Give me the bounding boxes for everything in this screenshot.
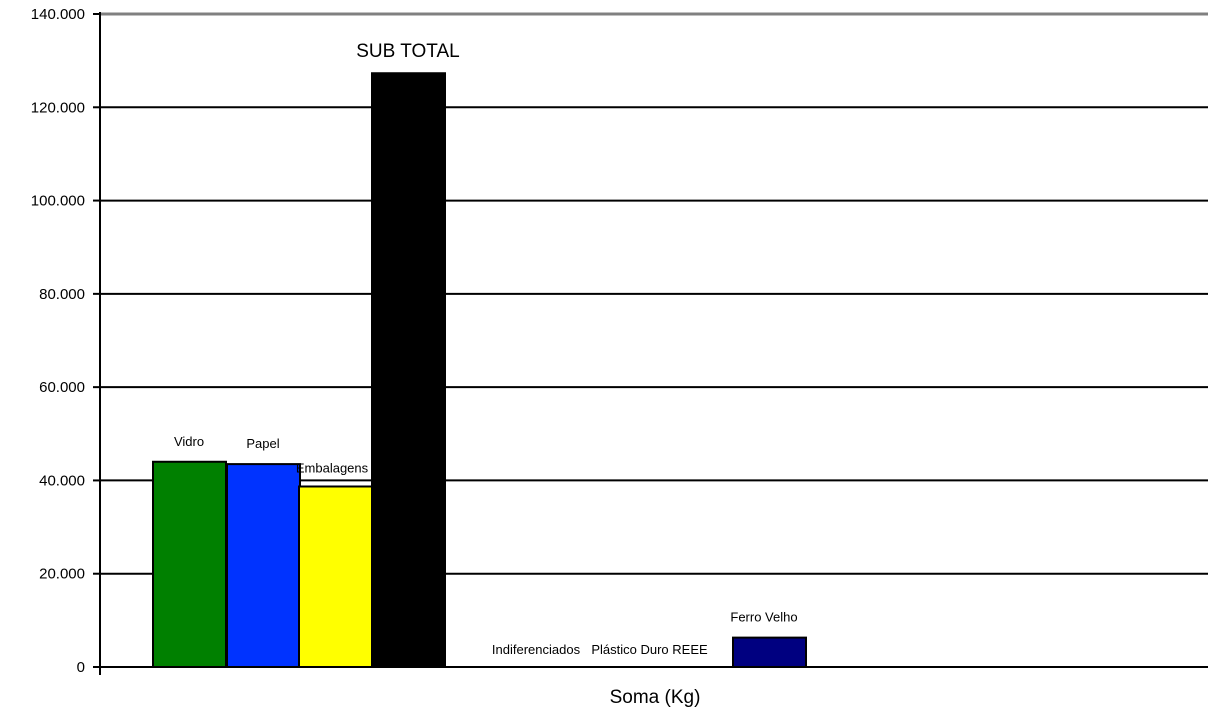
y-tick-label: 140.000 [31, 6, 85, 23]
bar-labels: Vidro Papel Embalagens SUB TOTAL Indiferenci… [174, 41, 798, 657]
bar [152, 460, 227, 668]
x-axis-title: Soma (Kg) [610, 687, 701, 708]
y-tick-label: 20.000 [39, 566, 85, 583]
y-tick-label: 60.000 [39, 379, 85, 396]
bar-label: Embalagens [296, 460, 369, 475]
y-tick-label: 0 [77, 659, 85, 676]
bar [371, 72, 446, 668]
bar-label: REEE [672, 642, 708, 657]
bar [226, 463, 301, 668]
y-tick-label: 80.000 [39, 286, 85, 303]
y-tick-label: 100.000 [31, 193, 85, 210]
bar-label: Indiferenciados [492, 642, 581, 657]
bars [152, 72, 807, 669]
bar-label: Ferro Velho [730, 610, 797, 625]
bar-label: SUB TOTAL [356, 41, 459, 62]
bar-label: Plástico Duro [591, 642, 668, 657]
axes: 0 20.000 40.000 60.000 80.000 100.000 120.000 1… [31, 6, 1208, 676]
y-tick-label: 40.000 [39, 472, 85, 489]
bar [298, 485, 373, 669]
bar-label: Vidro [174, 434, 204, 449]
y-tick-label: 120.000 [31, 99, 85, 116]
bar-label: Papel [246, 436, 279, 451]
bar [732, 636, 807, 668]
